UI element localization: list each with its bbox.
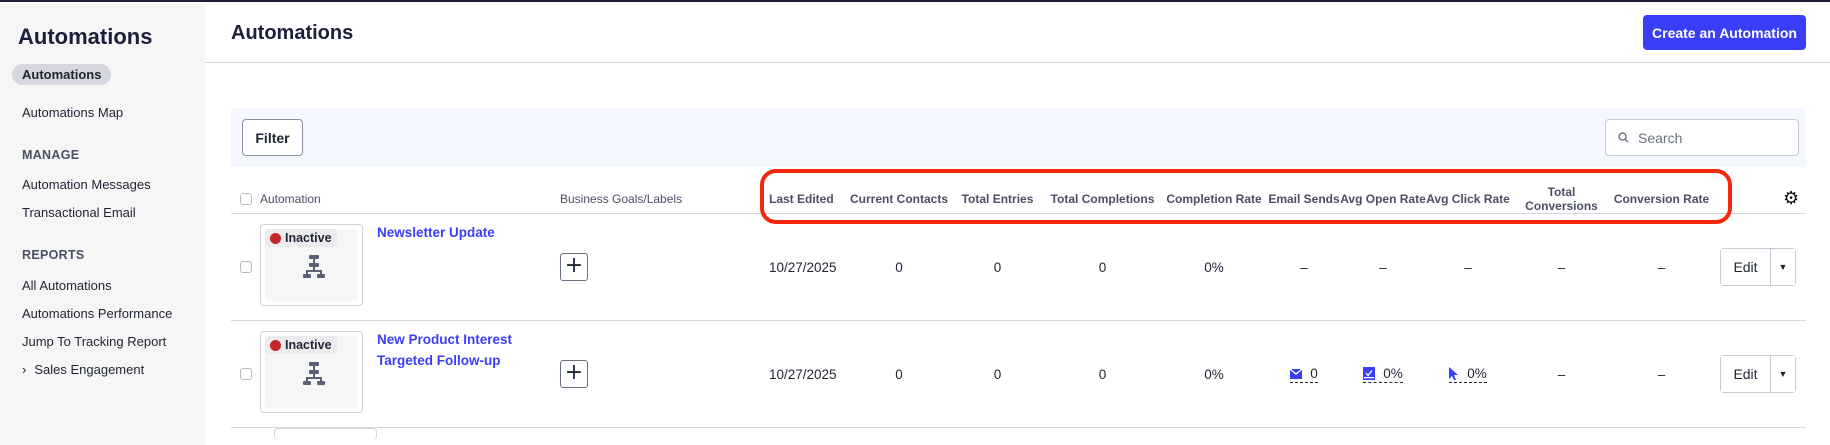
- total-completions: 0: [1098, 259, 1107, 275]
- page-title: Automations: [231, 22, 354, 44]
- edit-button-group: Edit ▼: [1720, 248, 1796, 286]
- total-conversions: –: [1557, 366, 1566, 382]
- sidebar-item-transactional-email[interactable]: Transactional Email: [22, 205, 136, 220]
- row-checkbox[interactable]: [239, 261, 252, 273]
- col-conversion-rate[interactable]: Conversion Rate: [1613, 192, 1710, 206]
- col-total-entries[interactable]: Total Entries: [961, 192, 1034, 206]
- main-content: Automations Create an Automation Filter …: [205, 2, 1830, 443]
- inactive-dot-icon: [270, 339, 281, 351]
- table-row: Inactive New Product Interest Targeted F…: [231, 321, 1806, 428]
- email-sends: –: [1300, 259, 1308, 275]
- cursor-icon: [1449, 366, 1459, 380]
- automation-name-link[interactable]: Newsletter Update: [377, 225, 495, 240]
- col-avg-click-rate[interactable]: Avg Click Rate: [1426, 192, 1510, 206]
- filter-button[interactable]: Filter: [242, 119, 303, 156]
- completion-rate: 0%: [1204, 366, 1224, 382]
- total-entries: 0: [993, 259, 1002, 275]
- select-all-checkbox[interactable]: [239, 193, 252, 205]
- sidebar-item-all-automations[interactable]: All Automations: [22, 278, 112, 293]
- create-automation-button[interactable]: Create an Automation: [1643, 15, 1806, 50]
- filter-bar: Filter Search: [231, 108, 1806, 167]
- avg-click-rate-link[interactable]: 0%: [1449, 366, 1487, 383]
- sidebar-item-automations[interactable]: Automations: [12, 64, 112, 85]
- search-input[interactable]: Search: [1605, 119, 1799, 156]
- sidebar-item-sales-engagement[interactable]: › Sales Engagement: [12, 359, 154, 380]
- avg-click-rate: –: [1464, 259, 1472, 275]
- automation-thumbnail[interactable]: Inactive: [260, 224, 363, 306]
- gear-icon[interactable]: ⚙: [1783, 188, 1800, 208]
- open-mail-icon: [1363, 366, 1376, 380]
- row-checkbox[interactable]: [239, 368, 252, 380]
- manage-heading: MANAGE: [22, 148, 80, 162]
- table-header-row: Automation Business Goals/Labels Last Ed…: [231, 185, 1806, 214]
- automation-thumbnail: [274, 428, 377, 440]
- sidebar-item-automation-messages[interactable]: Automation Messages: [22, 177, 151, 192]
- page-header: Automations Create an Automation: [205, 2, 1830, 63]
- col-completion-rate[interactable]: Completion Rate: [1166, 192, 1262, 206]
- total-conversions: –: [1557, 259, 1566, 275]
- sidebar-item-automations-map[interactable]: Automations Map: [22, 105, 124, 120]
- sidebar-item-jump-to-tracking-report[interactable]: Jump To Tracking Report: [22, 334, 167, 349]
- edit-button-group: Edit ▼: [1720, 355, 1796, 393]
- col-avg-open-rate[interactable]: Avg Open Rate: [1340, 192, 1426, 206]
- edit-dropdown-caret-icon[interactable]: ▼: [1771, 249, 1795, 285]
- last-edited: 10/27/2025: [769, 259, 837, 275]
- workflow-icon: [303, 362, 325, 385]
- sidebar-title: Automations: [18, 24, 153, 49]
- search-placeholder: Search: [1638, 129, 1683, 146]
- automation-thumbnail[interactable]: Inactive: [260, 331, 363, 413]
- email-sends-link[interactable]: 0: [1290, 366, 1318, 383]
- inactive-dot-icon: [270, 232, 281, 244]
- col-email-sends[interactable]: Email Sends: [1268, 192, 1340, 206]
- workflow-icon: [303, 255, 325, 278]
- edit-button[interactable]: Edit: [1721, 356, 1771, 392]
- col-total-completions[interactable]: Total Completions: [1050, 192, 1155, 206]
- sidebar: Automations Automations Automations Map …: [0, 4, 205, 445]
- avg-open-rate: –: [1379, 259, 1387, 275]
- current-contacts: 0: [895, 366, 903, 382]
- reports-heading: REPORTS: [22, 248, 85, 262]
- col-automation[interactable]: Automation: [260, 192, 321, 206]
- col-current-contacts[interactable]: Current Contacts: [849, 192, 948, 206]
- search-icon: [1618, 132, 1629, 143]
- col-business-goals: Business Goals/Labels: [560, 192, 683, 206]
- completion-rate: 0%: [1204, 259, 1224, 275]
- automation-name-link[interactable]: New Product Interest Targeted Follow-up: [377, 332, 513, 368]
- status-badge: Inactive: [265, 336, 337, 354]
- conversion-rate: –: [1657, 259, 1666, 275]
- sidebar-item-automations-performance[interactable]: Automations Performance: [22, 306, 173, 321]
- edit-dropdown-caret-icon[interactable]: ▼: [1771, 356, 1795, 392]
- conversion-rate: –: [1657, 366, 1666, 382]
- add-label-button[interactable]: +: [560, 360, 588, 388]
- table-row: Inactive Newsletter Update + 10/27/2025 …: [231, 214, 1806, 321]
- edit-button[interactable]: Edit: [1721, 249, 1771, 285]
- sidebar-item-label: Sales Engagement: [34, 362, 145, 377]
- current-contacts: 0: [895, 259, 903, 275]
- add-label-button[interactable]: +: [560, 253, 588, 281]
- col-last-edited[interactable]: Last Edited: [769, 192, 834, 206]
- avg-open-rate-link[interactable]: 0%: [1363, 366, 1403, 383]
- last-edited: 10/27/2025: [769, 366, 837, 382]
- automations-table: Automation Business Goals/Labels Last Ed…: [231, 185, 1806, 440]
- total-completions: 0: [1098, 366, 1107, 382]
- envelope-icon: [1290, 368, 1303, 379]
- status-badge: Inactive: [265, 229, 337, 247]
- col-total-conversions[interactable]: Total Conversions: [1525, 185, 1598, 213]
- total-entries: 0: [993, 366, 1002, 382]
- chevron-right-icon: ›: [22, 362, 27, 377]
